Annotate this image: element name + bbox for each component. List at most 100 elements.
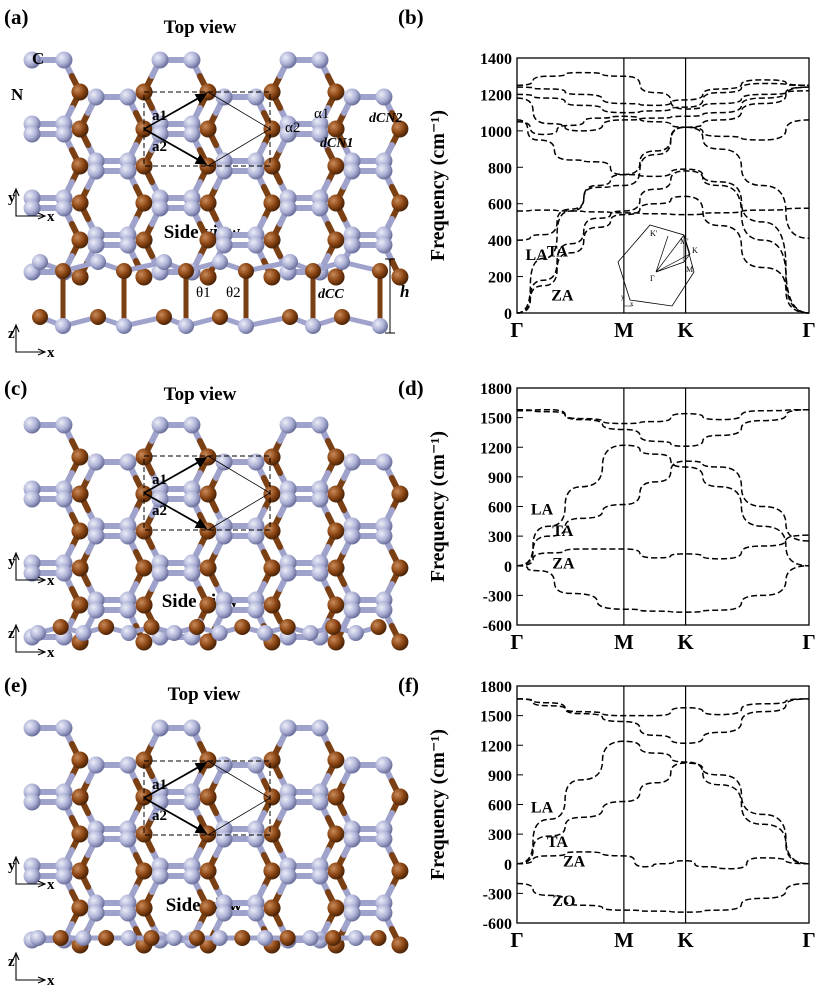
- y-tick-label: 300: [488, 529, 512, 546]
- nitrogen-atom: [87, 236, 105, 254]
- carbon-atom: [279, 619, 296, 635]
- nitrogen-atom: [166, 625, 183, 641]
- nitrogen-atom: [32, 254, 48, 270]
- nitrogen-atom: [375, 830, 393, 848]
- carbon-atom: [212, 309, 228, 325]
- y-tick-label: 0: [504, 857, 512, 874]
- nitrogen-atom: [151, 51, 169, 69]
- top-view-title-c: Top view: [164, 384, 237, 405]
- axis-arrow: [37, 880, 47, 888]
- nitrogen-atom: [75, 930, 92, 946]
- carbon-atom: [263, 157, 281, 175]
- y-tick-label: 1200: [480, 440, 512, 457]
- nitrogen-atom: [119, 527, 137, 545]
- carbon-atom: [199, 633, 217, 651]
- axis-lines: [15, 554, 44, 581]
- carbon-atom: [327, 788, 345, 806]
- carbon-atom: [263, 559, 281, 577]
- nitrogen-atom: [119, 453, 137, 471]
- nitrogen-atom: [90, 254, 106, 270]
- nitrogen-atom: [55, 51, 73, 69]
- nitrogen-atom: [311, 564, 329, 582]
- vector-label-a1: a1: [152, 472, 167, 488]
- carbon-atom: [327, 899, 345, 917]
- nitrogen-atom: [87, 756, 105, 774]
- carbon-atom: [199, 862, 217, 880]
- side-view-structure-c: [30, 619, 387, 641]
- nitrogen-atom: [311, 416, 329, 434]
- nitrogen-atom: [375, 453, 393, 471]
- x-tick-label: M: [614, 318, 634, 342]
- carbon-atom: [263, 522, 281, 540]
- carbon-atom: [327, 231, 345, 249]
- nitrogen-atom: [23, 416, 41, 434]
- nitrogen-atom: [343, 756, 361, 774]
- carbon-atom: [135, 596, 153, 614]
- carbon-atom: [282, 309, 298, 325]
- vector-a1: [143, 762, 207, 799]
- carbon-atom: [327, 157, 345, 175]
- axis-lines: [15, 954, 44, 981]
- y-tick-label: 1500: [480, 411, 512, 428]
- nitrogen-atom: [343, 236, 361, 254]
- nitrogen-atom: [119, 88, 137, 106]
- branch-label: ZO: [552, 893, 575, 910]
- axis-label-y: y: [8, 190, 16, 206]
- nitrogen-atom: [55, 867, 73, 885]
- carbon-atom: [71, 559, 89, 577]
- nitrogen-atom: [151, 867, 169, 885]
- carbon-atom: [391, 788, 409, 806]
- y-axis-label: Frequency (cm⁻¹): [427, 729, 449, 880]
- carbon-atom: [135, 448, 153, 466]
- nitrogen-atom: [87, 88, 105, 106]
- nitrogen-atom: [247, 830, 265, 848]
- nitrogen-atom: [375, 527, 393, 545]
- bond-label-dcn1: dCN1: [320, 136, 353, 151]
- axis-label-x: x: [47, 573, 55, 589]
- carbon-atom: [305, 263, 321, 279]
- carbon-atom: [135, 633, 153, 651]
- carbon-atom: [391, 633, 409, 651]
- axis-label-x: x: [47, 973, 55, 989]
- carbon-atom: [55, 263, 71, 279]
- carbon-atom: [370, 619, 387, 635]
- branch-label: ZA: [563, 854, 586, 871]
- bz-label-gamma: Γ: [650, 274, 655, 283]
- carbon-atom: [71, 899, 89, 917]
- nitrogen-atom: [311, 490, 329, 508]
- y-tick-label: 900: [488, 470, 512, 487]
- nitrogen-atom: [87, 904, 105, 922]
- carbon-atom: [71, 268, 89, 286]
- nitrogen-atom: [23, 199, 41, 217]
- carbon-atom: [327, 448, 345, 466]
- carbon-atom: [234, 930, 251, 946]
- nitrogen-atom: [343, 830, 361, 848]
- carbon-atom: [327, 268, 345, 286]
- phonon-branch: [516, 86, 810, 132]
- axis-arrow: [37, 348, 47, 356]
- y-tick-label: 0: [504, 306, 512, 323]
- side-view-structure-e: [30, 930, 387, 946]
- carbon-atom: [372, 263, 388, 279]
- axis-arrow: [12, 187, 20, 197]
- y-tick-label: 1000: [480, 124, 512, 141]
- nitrogen-atom: [302, 625, 319, 641]
- panel-label-b: (b): [398, 5, 424, 29]
- x-tick-label: Γ: [510, 630, 523, 654]
- bz-axis-y: y: [621, 293, 625, 301]
- y-tick-label: 400: [488, 233, 512, 250]
- atom-label-nitrogen: N: [11, 85, 24, 104]
- x-tick-label: K: [677, 630, 694, 654]
- carbon-atom: [71, 751, 89, 769]
- nitrogen-atom: [55, 416, 73, 434]
- axis-label-x: x: [47, 877, 55, 893]
- carbon-atom: [135, 231, 153, 249]
- nitrogen-atom: [87, 453, 105, 471]
- panel-label-a: (a): [4, 5, 29, 29]
- nitrogen-atom: [211, 930, 228, 946]
- carbon-atom: [135, 751, 153, 769]
- carbon-atom: [52, 619, 69, 635]
- nitrogen-atom: [119, 904, 137, 922]
